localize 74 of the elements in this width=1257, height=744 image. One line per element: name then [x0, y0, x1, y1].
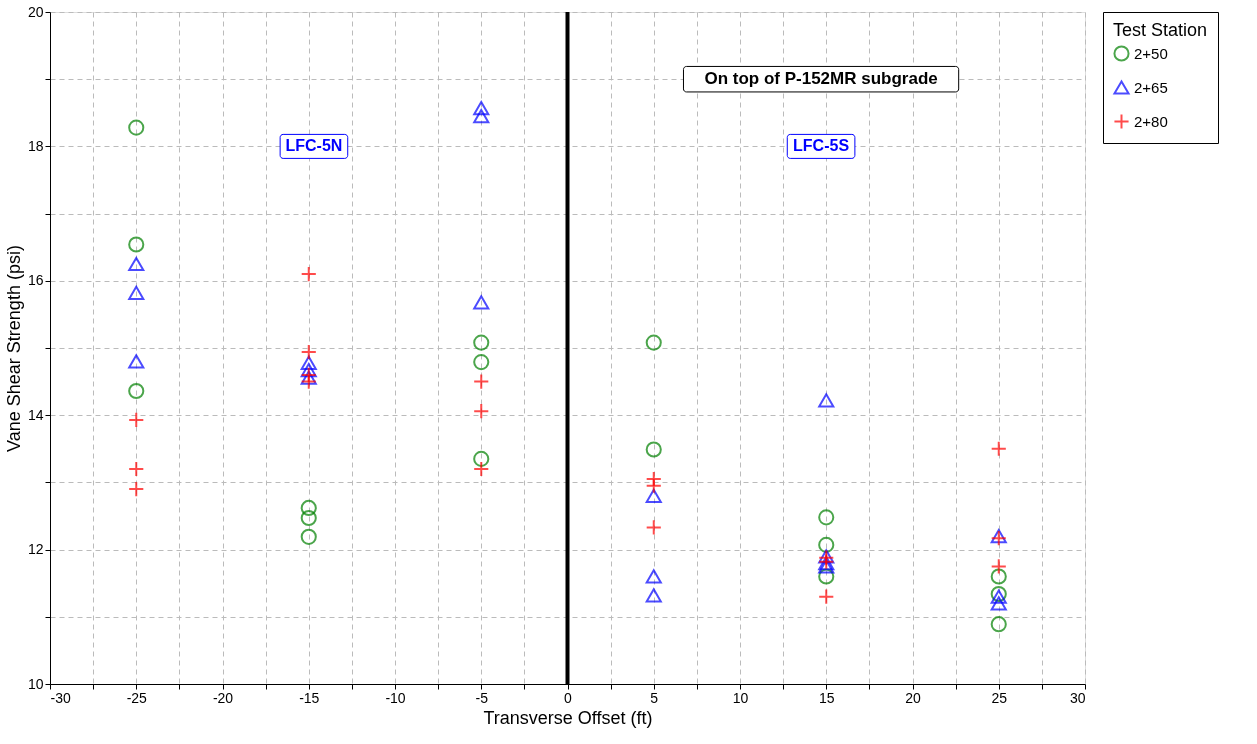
x-tick-label: -10 — [385, 689, 406, 706]
x-tick-label: 5 — [650, 689, 659, 706]
point — [473, 295, 490, 310]
y-tick-label: 14 — [27, 406, 44, 423]
point — [473, 450, 490, 467]
point — [645, 588, 662, 603]
x-tick-label: 25 — [991, 689, 1008, 706]
y-axis-title: Vane Shear Strength (psi) — [3, 245, 24, 452]
legend-label: 2+65 — [1134, 78, 1168, 96]
legend-label: 2+80 — [1134, 112, 1168, 130]
point — [818, 393, 835, 408]
annotation: On top of P-152MR subgrade — [704, 69, 938, 89]
annotation: LFC-5N — [285, 137, 343, 155]
point — [645, 334, 662, 351]
point — [645, 477, 662, 494]
point — [818, 568, 835, 585]
point — [473, 460, 490, 478]
annotation: LFC-5S — [793, 137, 850, 155]
point — [818, 509, 835, 526]
point — [818, 588, 835, 605]
x-tick-label: 15 — [818, 689, 835, 706]
point — [645, 569, 662, 584]
point — [128, 236, 145, 253]
point — [128, 119, 145, 136]
point — [128, 256, 145, 272]
point — [990, 596, 1007, 611]
point — [128, 460, 145, 478]
point — [645, 519, 662, 536]
point — [128, 382, 145, 400]
point — [818, 536, 835, 553]
point — [300, 509, 317, 527]
point — [300, 355, 317, 370]
point — [990, 616, 1007, 633]
point — [473, 403, 490, 420]
point — [645, 441, 662, 458]
point — [128, 285, 145, 301]
point — [300, 499, 317, 516]
point — [300, 343, 317, 361]
legend-label: 2+50 — [1134, 44, 1168, 62]
point — [128, 411, 145, 428]
x-tick-label: -30 — [50, 689, 71, 706]
x-tick-label: -20 — [212, 689, 234, 706]
point — [300, 373, 317, 390]
x-tick-label: -25 — [126, 689, 148, 706]
x-tick-label: 30 — [1069, 689, 1086, 706]
point — [300, 370, 317, 385]
y-tick-label: 18 — [27, 137, 44, 154]
point — [128, 354, 145, 369]
point — [300, 363, 317, 378]
x-tick-label: -5 — [475, 689, 489, 706]
y-tick-label: 10 — [27, 675, 44, 692]
point — [645, 488, 662, 503]
point — [473, 109, 490, 124]
point — [128, 481, 145, 498]
x-tick-label: 10 — [732, 689, 749, 706]
x-tick-label: 20 — [905, 689, 921, 706]
x-tick-label: -15 — [299, 689, 320, 706]
point — [300, 528, 317, 545]
y-tick-label: 16 — [27, 272, 44, 289]
legend-title: Test Station — [1113, 20, 1208, 40]
point — [990, 589, 1007, 604]
y-tick-label: 12 — [27, 541, 44, 558]
point — [818, 559, 835, 574]
point — [990, 558, 1007, 575]
point — [990, 440, 1007, 457]
point — [300, 266, 317, 283]
point — [473, 354, 490, 371]
x-axis-title: Transverse Offset (ft) — [483, 707, 653, 728]
point — [990, 568, 1007, 585]
point — [473, 100, 490, 116]
point — [473, 373, 490, 390]
point — [473, 334, 490, 351]
x-tick-label: 0 — [564, 689, 573, 706]
y-tick-label: 20 — [27, 3, 44, 20]
